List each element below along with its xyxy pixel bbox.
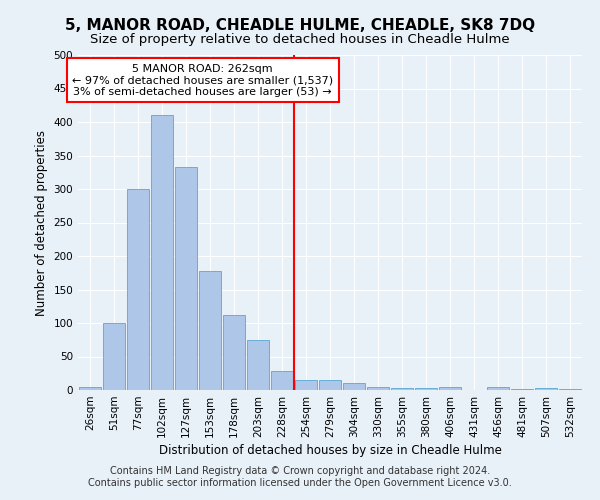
Bar: [439, 386, 461, 390]
Bar: [175, 167, 197, 390]
Bar: [223, 315, 245, 390]
Bar: [559, 388, 581, 390]
Bar: [79, 386, 101, 390]
Bar: [271, 371, 293, 390]
Bar: [535, 388, 557, 390]
Bar: [247, 340, 269, 390]
Bar: [343, 384, 365, 390]
Bar: [199, 270, 221, 390]
Bar: [511, 388, 533, 390]
Bar: [103, 323, 125, 390]
Bar: [127, 189, 149, 390]
Text: 5, MANOR ROAD, CHEADLE HULME, CHEADLE, SK8 7DQ: 5, MANOR ROAD, CHEADLE HULME, CHEADLE, S…: [65, 18, 535, 32]
X-axis label: Distribution of detached houses by size in Cheadle Hulme: Distribution of detached houses by size …: [158, 444, 502, 457]
Bar: [295, 380, 317, 390]
Text: Contains HM Land Registry data © Crown copyright and database right 2024.
Contai: Contains HM Land Registry data © Crown c…: [88, 466, 512, 487]
Y-axis label: Number of detached properties: Number of detached properties: [35, 130, 48, 316]
Bar: [415, 388, 437, 390]
Bar: [367, 386, 389, 390]
Bar: [151, 116, 173, 390]
Bar: [319, 380, 341, 390]
Text: 5 MANOR ROAD: 262sqm
← 97% of detached houses are smaller (1,537)
3% of semi-det: 5 MANOR ROAD: 262sqm ← 97% of detached h…: [72, 64, 334, 97]
Bar: [487, 386, 509, 390]
Text: Size of property relative to detached houses in Cheadle Hulme: Size of property relative to detached ho…: [90, 32, 510, 46]
Bar: [391, 388, 413, 390]
